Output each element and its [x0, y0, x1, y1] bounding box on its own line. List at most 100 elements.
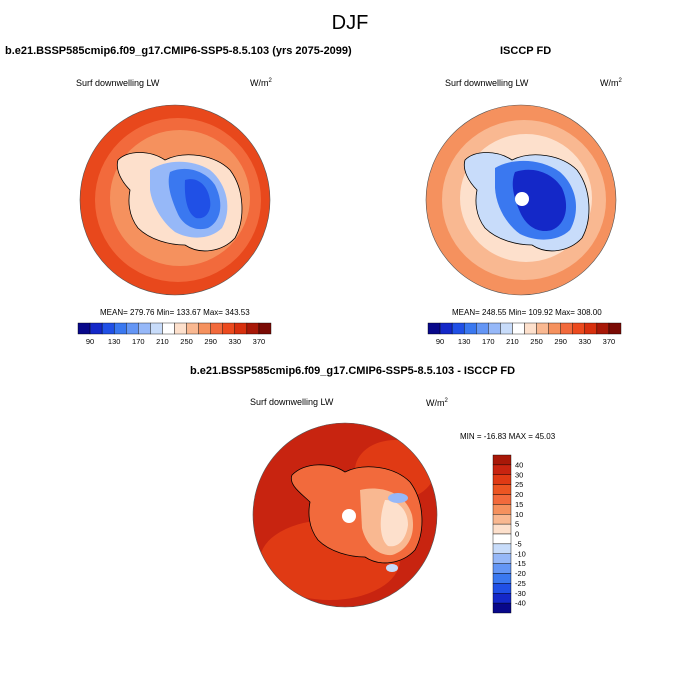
colorbar2-swatch-1	[439, 322, 453, 335]
colorbar3-swatch-5	[492, 504, 512, 515]
colorbar1-tick-label-3: 210	[156, 337, 169, 346]
colorbar1-tick-label-2: 170	[132, 337, 145, 346]
colorbar2-swatch-12	[572, 322, 586, 335]
colorbar1-swatch-11	[210, 322, 223, 335]
colorbar3-tick-label-10: -15	[515, 559, 526, 568]
colorbar1-swatch-4	[126, 322, 139, 335]
map1-continent-deep	[184, 179, 211, 219]
colorbar2-swatch-11	[560, 322, 573, 335]
colorbar2-tick-label-3: 210	[506, 337, 519, 346]
colorbar2-swatch-4	[476, 322, 489, 335]
colorbar1: 90 130 170 210 250 290 330 370	[77, 322, 272, 346]
map3-negative-patch1	[388, 493, 408, 503]
colorbar2-swatch-0	[427, 322, 441, 335]
map1-border	[79, 104, 271, 296]
colorbar2-swatch-3	[463, 322, 477, 335]
colorbar1-tick-label-4: 250	[180, 337, 193, 346]
colorbar3-tick-label-3: 20	[515, 490, 523, 499]
colorbar3-tick-label-14: -40	[515, 599, 526, 608]
colorbar3-swatch-9	[492, 543, 512, 554]
panel3-title: b.e21.BSSP585cmip6.f09_g17.CMIP6-SSP5-8.…	[190, 365, 516, 377]
colorbar2-swatch-15	[608, 322, 622, 335]
colorbar1-swatch-6	[150, 322, 163, 335]
map3-pole-mask	[342, 509, 356, 523]
colorbar2-swatch-9	[536, 322, 549, 335]
colorbar2-tick-label-1: 130	[458, 337, 471, 346]
colorbar3-swatch-10	[492, 553, 512, 564]
panel1-title: b.e21.BSSP585cmip6.f09_g17.CMIP6-SSP5-8.…	[5, 45, 352, 57]
colorbar2-swatch-8	[524, 322, 537, 335]
colorbar3-swatch-8	[492, 533, 512, 545]
colorbar1-tick-label-6: 330	[229, 337, 242, 346]
colorbar2-swatch-7	[512, 322, 525, 335]
colorbar3-tick-label-11: -20	[515, 569, 526, 578]
map2-pole-mask	[515, 192, 529, 206]
colorbar3-tick-label-8: -5	[515, 539, 522, 548]
colorbar2-tick-label-6: 330	[579, 337, 592, 346]
colorbar2: 90 130 170 210 250 290 330 370	[427, 322, 622, 346]
panel1-stats: MEAN= 279.76 Min= 133.67 Max= 343.53	[100, 308, 250, 317]
colorbar3-tick-label-2: 25	[515, 480, 523, 489]
colorbar1-tick-label-1: 130	[108, 337, 121, 346]
map3-border	[252, 422, 438, 608]
map1-coastline	[116, 152, 243, 252]
colorbar3-tick-label-5: 10	[515, 510, 523, 519]
colorbar1-swatch-12	[222, 322, 236, 335]
map3-coastline	[290, 464, 423, 564]
panel2-stats: MEAN= 248.55 Min= 109.92 Max= 308.00	[452, 308, 602, 317]
map2	[426, 105, 616, 295]
colorbar1-tick-label-7: 370	[253, 337, 266, 346]
colorbar3-tick-label-13: -30	[515, 589, 526, 598]
colorbar1-swatch-7	[162, 322, 175, 335]
colorbar2-tick-label-7: 370	[603, 337, 616, 346]
colorbar3-tick-label-9: -10	[515, 549, 526, 558]
colorbar3-tick-label-12: -25	[515, 579, 526, 588]
map3	[253, 423, 437, 607]
colorbar3-swatch-13	[492, 583, 512, 594]
panel1-variable: Surf downwelling LW	[76, 78, 160, 88]
map2-continent-core	[512, 169, 567, 232]
colorbar2-swatch-14	[596, 322, 610, 335]
panel3-units: W/m2	[426, 398, 448, 408]
colorbar2-tick-label-2: 170	[482, 337, 495, 346]
map3-continent-cold	[380, 500, 408, 547]
colorbar1-swatch-15	[258, 322, 272, 335]
colorbar1-swatch-8	[174, 322, 187, 335]
colorbar3-tick-label-6: 5	[515, 520, 519, 529]
colorbar1-swatch-9	[186, 322, 199, 335]
colorbar3-swatch-6	[492, 514, 512, 525]
panel3-stats: MIN = -16.83 MAX = 45.03	[460, 432, 556, 441]
colorbar3-swatch-11	[492, 563, 512, 574]
colorbar2-tick-label-5: 290	[554, 337, 567, 346]
colorbar3-swatch-15	[492, 602, 512, 614]
figure-title: DJF	[331, 12, 369, 34]
colorbar1-swatch-14	[246, 322, 260, 335]
colorbar1-swatch-5	[138, 322, 151, 335]
colorbar2-swatch-13	[584, 322, 598, 335]
colorbar3-swatch-12	[492, 573, 512, 584]
colorbar3-swatch-3	[492, 484, 512, 495]
colorbar1-swatch-10	[198, 322, 211, 335]
colorbar3-swatch-0	[492, 454, 512, 466]
colorbar2-tick-label-4: 250	[530, 337, 543, 346]
panel3-variable: Surf downwelling LW	[250, 397, 334, 407]
colorbar3-swatch-14	[492, 593, 512, 604]
colorbar3-tick-label-4: 15	[515, 500, 523, 509]
colorbar3-swatch-7	[492, 523, 512, 535]
colorbar1-swatch-3	[113, 322, 127, 335]
map2-coastline	[463, 152, 590, 252]
colorbar3-swatch-4	[492, 494, 512, 505]
colorbar3-tick-label-0: 40	[515, 460, 523, 469]
panel2-variable: Surf downwelling LW	[445, 78, 529, 88]
colorbar1-swatch-0	[77, 322, 91, 335]
panel2-units: W/m2	[600, 78, 622, 88]
colorbar3-tick-label-1: 30	[515, 470, 523, 479]
colorbar1-swatch-13	[234, 322, 248, 335]
colorbar1-swatch-1	[89, 322, 103, 335]
map1	[80, 105, 270, 295]
colorbar2-swatch-6	[500, 322, 513, 335]
colorbar1-tick-label-0: 90	[86, 337, 94, 346]
colorbar2-swatch-2	[451, 322, 465, 335]
